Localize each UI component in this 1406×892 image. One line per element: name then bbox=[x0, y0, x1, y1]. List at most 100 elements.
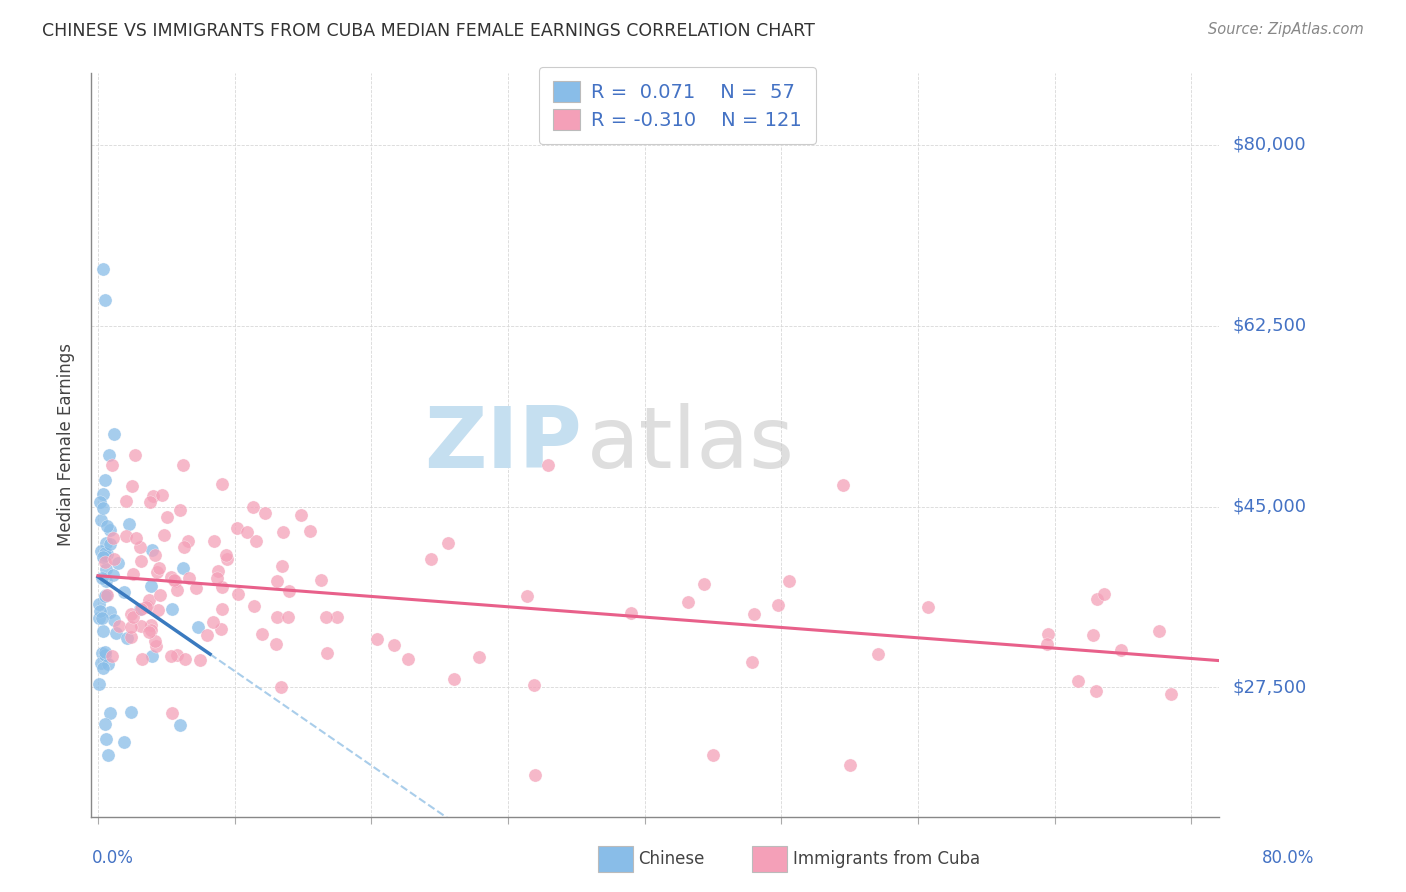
Point bbox=[166, 583, 188, 598]
Point bbox=[89, 597, 111, 611]
Point bbox=[523, 678, 546, 692]
Point bbox=[278, 584, 301, 599]
Point bbox=[1035, 637, 1057, 651]
Point bbox=[94, 546, 117, 560]
Point bbox=[90, 656, 112, 670]
Point bbox=[89, 677, 111, 691]
Point bbox=[1084, 684, 1107, 698]
Point bbox=[148, 561, 170, 575]
Text: Chinese: Chinese bbox=[638, 850, 704, 868]
Point bbox=[173, 540, 195, 554]
Point bbox=[917, 600, 939, 615]
Point bbox=[141, 579, 163, 593]
Point bbox=[270, 680, 292, 694]
Point bbox=[1036, 627, 1059, 641]
Point bbox=[120, 630, 142, 644]
Point bbox=[93, 261, 115, 276]
Point bbox=[104, 625, 127, 640]
Point bbox=[299, 524, 322, 538]
Point bbox=[177, 571, 200, 585]
Point bbox=[100, 458, 122, 473]
Point bbox=[89, 495, 111, 509]
Point bbox=[101, 531, 124, 545]
Point bbox=[142, 489, 165, 503]
Point bbox=[115, 493, 138, 508]
Point bbox=[93, 648, 115, 662]
Point bbox=[1087, 592, 1109, 607]
Point bbox=[128, 540, 150, 554]
Point bbox=[91, 661, 114, 675]
Point bbox=[443, 672, 465, 686]
Point bbox=[437, 536, 460, 550]
Point bbox=[94, 548, 117, 562]
Point bbox=[1147, 624, 1170, 639]
Point bbox=[254, 506, 277, 520]
Point bbox=[1109, 642, 1132, 657]
Point bbox=[271, 525, 294, 540]
Point bbox=[290, 508, 312, 522]
Point bbox=[382, 638, 405, 652]
Point bbox=[138, 593, 160, 607]
Text: 80.0%: 80.0% bbox=[1263, 849, 1315, 867]
Point bbox=[122, 566, 145, 581]
Point bbox=[96, 732, 118, 747]
Point bbox=[1067, 674, 1090, 689]
Point bbox=[468, 650, 491, 665]
Point bbox=[309, 573, 332, 587]
Point bbox=[131, 652, 153, 666]
Point bbox=[316, 646, 339, 660]
Point bbox=[620, 606, 643, 620]
Point bbox=[94, 588, 117, 602]
Text: atlas: atlas bbox=[588, 403, 796, 486]
Point bbox=[766, 598, 789, 612]
Point bbox=[184, 581, 207, 595]
Text: CHINESE VS IMMIGRANTS FROM CUBA MEDIAN FEMALE EARNINGS CORRELATION CHART: CHINESE VS IMMIGRANTS FROM CUBA MEDIAN F… bbox=[42, 22, 815, 40]
Point bbox=[264, 637, 287, 651]
Point bbox=[90, 543, 112, 558]
Point bbox=[141, 649, 163, 664]
Point bbox=[129, 554, 152, 568]
Point bbox=[136, 599, 159, 613]
Point bbox=[96, 519, 118, 533]
Point bbox=[112, 584, 135, 599]
Point bbox=[236, 524, 259, 539]
Point bbox=[141, 618, 163, 632]
Point bbox=[150, 488, 173, 502]
Point bbox=[96, 547, 118, 561]
Point bbox=[98, 706, 121, 721]
Point bbox=[100, 605, 122, 619]
Point bbox=[741, 655, 763, 669]
Point bbox=[90, 611, 112, 625]
Text: 0.0%: 0.0% bbox=[91, 849, 134, 867]
Point bbox=[1160, 687, 1182, 701]
Point bbox=[172, 458, 194, 472]
Point bbox=[211, 476, 233, 491]
Point bbox=[118, 516, 141, 531]
Point bbox=[122, 610, 145, 624]
Point bbox=[97, 657, 120, 672]
Point bbox=[143, 548, 166, 562]
Point bbox=[101, 649, 124, 664]
Point bbox=[195, 628, 218, 642]
Point bbox=[742, 607, 765, 622]
Point bbox=[838, 757, 860, 772]
Point bbox=[96, 574, 118, 589]
Point bbox=[98, 523, 121, 537]
Text: $80,000: $80,000 bbox=[1233, 136, 1306, 153]
Point bbox=[91, 550, 114, 565]
Point bbox=[129, 602, 152, 616]
Point bbox=[868, 647, 890, 661]
Point bbox=[163, 574, 186, 589]
Point bbox=[524, 768, 547, 782]
Point bbox=[90, 646, 112, 660]
Point bbox=[91, 624, 114, 639]
Point bbox=[125, 531, 148, 545]
Point bbox=[396, 651, 419, 665]
Point bbox=[103, 427, 125, 442]
Text: ZIP: ZIP bbox=[423, 403, 582, 486]
Point bbox=[143, 633, 166, 648]
Y-axis label: Median Female Earnings: Median Female Earnings bbox=[58, 343, 75, 546]
Point bbox=[94, 562, 117, 576]
Point bbox=[217, 552, 239, 566]
Point bbox=[174, 652, 197, 666]
